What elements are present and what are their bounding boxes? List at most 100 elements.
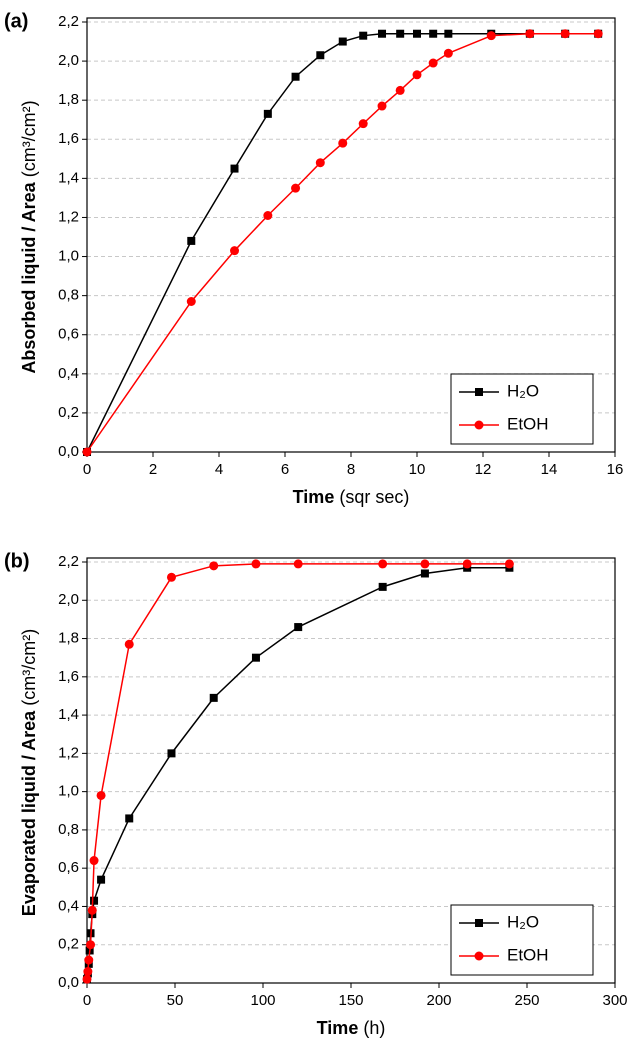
marker <box>428 58 438 68</box>
y-axis-label-main: Absorbed liquid / Area <box>19 181 39 373</box>
x-tick-label: 8 <box>347 461 355 478</box>
y-tick-label: 1,8 <box>58 630 79 647</box>
y-tick-label: 2,0 <box>58 52 79 69</box>
marker <box>90 896 99 905</box>
marker <box>443 48 453 58</box>
marker <box>263 109 272 118</box>
legend-label: H₂O <box>507 381 539 400</box>
y-tick-label: 0,4 <box>58 365 79 382</box>
plot-frame <box>86 17 616 453</box>
marker <box>209 561 219 571</box>
marker <box>504 559 514 569</box>
marker <box>378 582 387 591</box>
x-tick-label: 2 <box>149 461 157 478</box>
x-axis-label: Time (sqr sec) <box>293 487 410 507</box>
marker <box>291 72 300 81</box>
marker <box>420 569 429 578</box>
legend-label: H₂O <box>507 912 539 931</box>
y-tick-label: 0,6 <box>58 326 79 343</box>
marker <box>412 70 422 80</box>
plot-frame <box>86 557 616 984</box>
y-tick-label: 1,6 <box>58 668 79 685</box>
x-tick-label: 200 <box>426 992 451 1009</box>
marker <box>395 85 405 95</box>
marker <box>166 572 176 582</box>
y-tick-label: 1,0 <box>58 248 79 265</box>
y-tick-label: 0,4 <box>58 897 79 914</box>
y-tick-label: 1,0 <box>58 783 79 800</box>
marker <box>209 693 218 702</box>
legend-marker <box>475 919 483 927</box>
x-tick-label: 0 <box>83 992 91 1009</box>
y-tick-label: 0,0 <box>58 443 79 460</box>
x-tick-label: 6 <box>281 461 289 478</box>
x-tick-label: 100 <box>250 992 275 1009</box>
marker <box>87 905 97 915</box>
marker <box>86 940 96 950</box>
marker <box>359 31 368 40</box>
marker <box>124 639 134 649</box>
marker <box>89 856 99 866</box>
marker <box>187 236 196 245</box>
marker <box>263 211 273 220</box>
legend-marker <box>474 420 484 430</box>
y-axis-label: Absorbed liquid / Area (cm³/cm²) <box>19 100 39 373</box>
y-tick-label: 2,2 <box>58 553 79 570</box>
panel-label: (a) <box>4 10 28 32</box>
x-axis-label-unit: (sqr sec) <box>339 487 409 507</box>
y-tick-label: 0,8 <box>58 821 79 838</box>
series-line <box>86 563 510 980</box>
y-tick-label: 1,8 <box>58 91 79 108</box>
marker <box>378 29 387 38</box>
marker <box>186 297 196 306</box>
marker <box>82 974 92 984</box>
y-tick-label: 0,2 <box>58 936 79 953</box>
marker <box>525 29 535 39</box>
y-tick-label: 0,8 <box>58 287 79 304</box>
marker <box>230 164 239 173</box>
y-axis-label: Evaporated liquid / Area (cm³/cm²) <box>19 629 39 916</box>
x-tick-label: 16 <box>607 461 624 478</box>
x-tick-label: 10 <box>409 461 426 478</box>
marker <box>125 814 134 823</box>
y-tick-label: 1,2 <box>58 208 79 225</box>
y-tick-label: 2,2 <box>58 13 79 30</box>
marker <box>167 749 176 758</box>
marker <box>230 246 240 256</box>
x-tick-label: 300 <box>602 992 627 1009</box>
legend-label: EtOH <box>507 414 549 433</box>
x-tick-label: 0 <box>83 461 91 478</box>
marker <box>429 29 438 38</box>
x-tick-label: 4 <box>215 461 223 478</box>
y-tick-label: 0,6 <box>58 859 79 876</box>
y-tick-label: 1,4 <box>58 169 79 186</box>
marker <box>338 138 348 148</box>
x-axis-label-main: Time <box>293 487 335 507</box>
x-tick-label: 12 <box>475 461 492 478</box>
marker <box>84 955 94 965</box>
x-tick-label: 14 <box>541 461 558 478</box>
legend-marker <box>475 388 483 396</box>
x-tick-label: 150 <box>338 992 363 1009</box>
marker <box>97 875 106 884</box>
marker <box>378 559 388 569</box>
marker <box>294 623 303 632</box>
marker <box>486 31 496 41</box>
y-tick-label: 1,6 <box>58 130 79 147</box>
y-tick-label: 0,2 <box>58 404 79 421</box>
panel-label: (b) <box>4 550 30 572</box>
marker <box>396 29 405 38</box>
marker <box>83 967 93 977</box>
marker <box>96 790 106 800</box>
legend-marker <box>474 951 484 961</box>
x-tick-label: 250 <box>514 992 539 1009</box>
marker <box>560 29 570 39</box>
marker <box>251 653 260 662</box>
marker <box>413 29 421 38</box>
marker <box>420 559 430 569</box>
marker <box>293 559 303 569</box>
y-tick-label: 1,4 <box>58 706 79 723</box>
y-axis-label-unit: (cm³/cm²) <box>19 100 39 177</box>
y-tick-label: 1,2 <box>58 744 79 761</box>
